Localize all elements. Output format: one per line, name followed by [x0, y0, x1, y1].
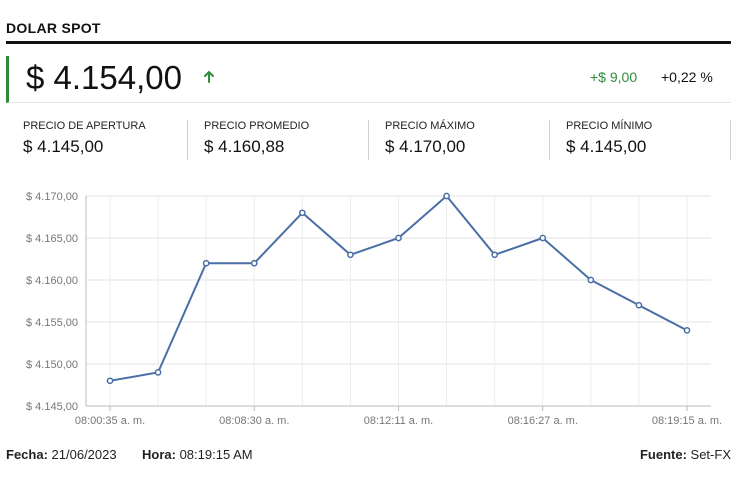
price-change-absolute: +$ 9,00	[590, 69, 638, 85]
stat-divider	[368, 120, 369, 160]
source-label: Fuente:	[639, 447, 687, 462]
date-value: 21/06/2023	[51, 447, 117, 462]
stat-divider	[730, 120, 731, 160]
data-point	[154, 369, 162, 376]
data-point	[347, 251, 354, 259]
x-tick-label: 08:08:30 a. m.	[219, 415, 289, 427]
stat-divider	[187, 120, 188, 160]
data-point	[539, 234, 547, 242]
title-divider	[6, 41, 731, 44]
price-change-percent: +0,22 %	[661, 69, 713, 85]
stat-value: $ 4.160,88	[204, 137, 285, 156]
stat-max-price: PRECIO MÁXIMO $ 4.170,00	[368, 110, 549, 160]
current-price: $ 4.154,00	[26, 59, 182, 96]
y-tick-label: $ 4.160,00	[26, 275, 78, 287]
x-tick-label: 08:12:11 a. m.	[364, 415, 434, 427]
source-value: Set-FX	[690, 447, 731, 462]
data-point	[250, 259, 258, 267]
y-tick-label: $ 4.150,00	[26, 359, 78, 371]
data-point	[635, 301, 643, 309]
time-label: Hora:	[142, 447, 176, 462]
y-tick-label: $ 4.155,00	[26, 317, 78, 329]
date-label: Fecha:	[6, 447, 48, 462]
data-point	[298, 209, 306, 217]
data-point	[202, 259, 210, 267]
stat-value: $ 4.145,00	[566, 137, 647, 156]
data-point	[106, 377, 114, 385]
stat-opening-price: PRECIO DE APERTURA $ 4.145,00	[6, 110, 187, 160]
stat-value: $ 4.170,00	[385, 137, 466, 156]
data-point	[587, 276, 595, 284]
stat-label: PRECIO PROMEDIO	[204, 120, 310, 132]
footer-date: Fecha: 21/06/2023	[6, 447, 117, 462]
time-value: 08:19:15 AM	[179, 447, 253, 462]
x-tick-label: 08:19:15 a. m.	[652, 415, 722, 427]
data-point	[395, 234, 402, 242]
stat-label: PRECIO DE APERTURA	[23, 120, 146, 132]
arrow-up-icon	[204, 71, 214, 83]
stat-min-price: PRECIO MÍNIMO $ 4.145,00	[549, 110, 730, 160]
y-tick-label: $ 4.165,00	[26, 233, 78, 245]
price-line-chart: $ 4.145,00 $ 4.150,00 $ 4.155,00 $ 4.160,00…	[26, 191, 722, 427]
data-point	[683, 327, 691, 334]
stat-divider	[549, 120, 550, 160]
stat-label: PRECIO MÁXIMO	[385, 120, 475, 132]
y-tick-label: $ 4.145,00	[26, 401, 78, 413]
stat-value: $ 4.145,00	[23, 137, 104, 156]
page-title: DOLAR SPOT	[6, 20, 101, 36]
data-point	[491, 251, 499, 259]
footer-source: Fuente: Set-FX	[640, 447, 731, 462]
data-point	[443, 192, 450, 200]
stat-average-price: PRECIO PROMEDIO $ 4.160,88	[187, 110, 368, 160]
footer-time: Hora: 08:19:15 AM	[142, 447, 253, 462]
price-stats: PRECIO DE APERTURA $ 4.145,00 PRECIO PRO…	[6, 110, 731, 162]
price-panel: $ 4.154,00 +$ 9,00 +0,22 %	[6, 56, 731, 103]
y-tick-label: $ 4.170,00	[26, 191, 78, 203]
stat-label: PRECIO MÍNIMO	[566, 120, 653, 132]
x-tick-label: 08:00:35 a. m.	[75, 415, 145, 427]
x-tick-label: 08:16:27 a. m.	[508, 415, 578, 427]
